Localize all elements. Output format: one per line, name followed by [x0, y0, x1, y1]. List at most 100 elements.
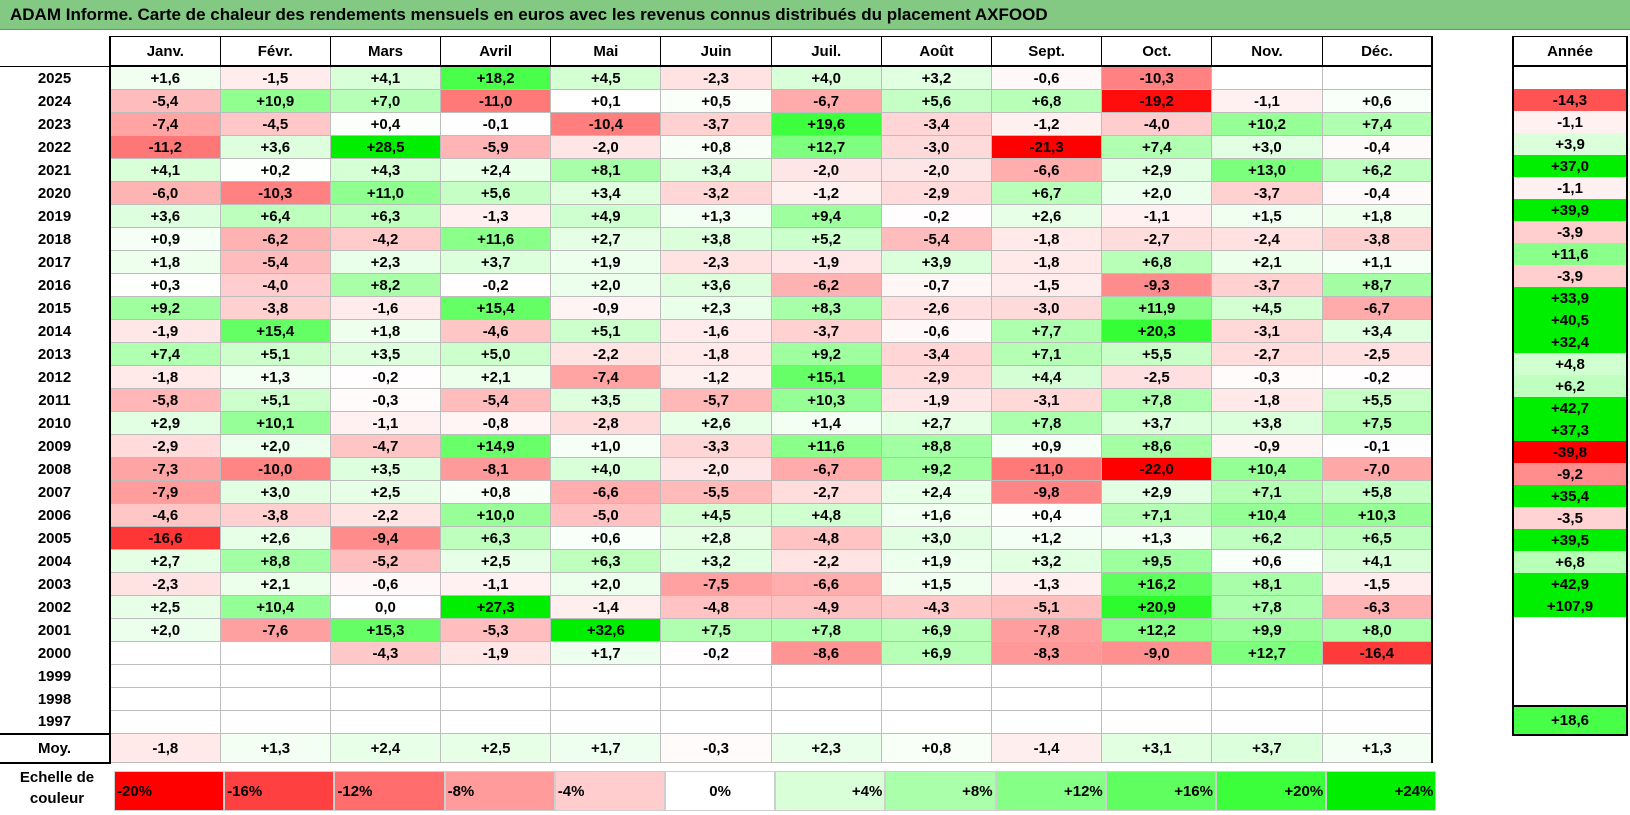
heatmap-cell: +10,3: [770, 388, 882, 412]
heatmap-cell: -1,6: [329, 296, 442, 320]
heatmap-cell: +2,7: [108, 549, 221, 573]
heatmap-cell: -3,0: [880, 135, 993, 159]
annual-cell: +42,7: [1512, 397, 1628, 419]
heatmap-cell: -0,4: [1321, 181, 1434, 205]
heatmap-cell: +3,6: [660, 273, 772, 297]
heatmap-cell: [770, 664, 882, 688]
average-cell: +2,4: [329, 733, 442, 763]
year-label: 2004: [37, 552, 72, 570]
heatmap-cell: [1211, 664, 1323, 688]
heatmap-cell: -4,3: [880, 595, 993, 619]
heatmap-cell: -4,7: [329, 434, 442, 458]
heatmap-cell: +19,6: [770, 112, 882, 136]
heatmap-cell: +2,3: [660, 296, 772, 320]
heatmap-cell: -2,7: [1101, 227, 1213, 251]
heatmap-cell: +20,3: [1101, 319, 1213, 343]
heatmap-cell: -6,3: [1321, 595, 1434, 619]
annual-cell: +35,4: [1512, 485, 1628, 507]
heatmap-cell: +4,9: [550, 204, 662, 228]
heatmap-cell: +10,0: [440, 503, 552, 527]
heatmap-cell: -4,0: [1101, 112, 1213, 136]
year-row: 2002 +2,5 +10,4 0,0 +27,3 -1,4 -4,8 -4,9 -4,3 -5,…: [0, 595, 1434, 619]
heatmap-cell: -2,0: [660, 457, 772, 481]
heatmap-cell: -0,7: [880, 273, 993, 297]
heatmap-cell: -0,2: [1321, 365, 1434, 389]
heatmap-cell: +0,8: [440, 480, 552, 504]
heatmap-cell: +3,8: [660, 227, 772, 251]
annual-cell: +37,0: [1512, 155, 1628, 177]
heatmap-cell: -6,7: [1321, 296, 1434, 320]
heatmap-cell: -1,5: [1321, 572, 1434, 596]
heatmap-cell: -1,3: [440, 204, 552, 228]
heatmap-cell: [1321, 65, 1434, 90]
heatmap-cell: -9,8: [990, 480, 1103, 504]
heatmap-cell: [440, 664, 552, 688]
year-label: 2020: [37, 184, 72, 202]
heatmap-cell: +0,8: [660, 135, 772, 159]
average-cell: +0,8: [880, 733, 993, 763]
year-label: 2000: [37, 644, 72, 662]
heatmap-cell: [329, 687, 442, 711]
heatmap-cell: +7,8: [1101, 388, 1213, 412]
heatmap-cell: +3,7: [440, 250, 552, 274]
heatmap-cell: -0,2: [660, 641, 772, 665]
heatmap-cell: +6,8: [990, 89, 1103, 113]
heatmap-cell: +1,9: [880, 549, 993, 573]
year-label: 2024: [37, 92, 72, 110]
heatmap-cell: -3,4: [880, 342, 993, 366]
annual-cell: +42,9: [1512, 573, 1628, 595]
heatmap-cell: -4,9: [770, 595, 882, 619]
heatmap-cell: +0,6: [550, 526, 662, 550]
color-scale-step: +12%: [995, 771, 1106, 811]
annual-cell: +11,6: [1512, 243, 1628, 265]
heatmap-cell: +10,1: [219, 411, 331, 435]
heatmap-cell: +6,3: [329, 204, 442, 228]
heatmap-cell: +3,2: [880, 65, 993, 90]
heatmap-cell: +2,6: [660, 411, 772, 435]
average-cell: +1,3: [1321, 733, 1434, 763]
month-header: Mars: [329, 36, 442, 67]
heatmap-cell: +1,1: [1321, 250, 1434, 274]
heatmap-cell: -4,6: [440, 319, 552, 343]
heatmap-cell: +3,0: [880, 526, 993, 550]
heatmap-cell: +1,8: [1321, 204, 1434, 228]
heatmap-cell: +8,0: [1321, 618, 1434, 642]
heatmap-cell: -7,4: [550, 365, 662, 389]
heatmap-cell: [1101, 687, 1213, 711]
year-label: 2005: [37, 529, 72, 547]
color-scale-step: -16%: [224, 771, 335, 811]
heatmap-cell: [880, 664, 993, 688]
heatmap-cell: -7,5: [660, 572, 772, 596]
heatmap-cell: -2,4: [1211, 227, 1323, 251]
heatmap-cell: -10,3: [219, 181, 331, 205]
heatmap-cell: -1,4: [550, 595, 662, 619]
heatmap-cell: +3,0: [1211, 135, 1323, 159]
heatmap-cell: -1,9: [880, 388, 993, 412]
year-row: 2011 -5,8 +5,1 -0,3 -5,4 +3,5 -5,7 +10,3 -1,9 -3,…: [0, 388, 1434, 412]
heatmap-cell: [880, 710, 993, 734]
heatmap-cell: -5,4: [108, 89, 221, 113]
heatmap-cell: -5,0: [550, 503, 662, 527]
heatmap-cell: -3,0: [990, 296, 1103, 320]
month-header: Févr.: [219, 36, 331, 67]
heatmap-cell: [1211, 710, 1323, 734]
year-row: 2015 +9,2 -3,8 -1,6 +15,4 -0,9 +2,3 +8,3 -2,6 -3,…: [0, 296, 1434, 320]
heatmap-cell: +9,4: [770, 204, 882, 228]
heatmap-cell: +2,9: [1101, 480, 1213, 504]
heatmap-cell: +6,3: [440, 526, 552, 550]
color-scale-step: +8%: [885, 771, 996, 811]
heatmap-cell: -0,6: [880, 319, 993, 343]
heatmap-cell: [990, 687, 1103, 711]
heatmap-cell: -22,0: [1101, 457, 1213, 481]
year-label: 1999: [37, 667, 72, 685]
month-header: Janv.: [108, 36, 221, 67]
heatmap-cell: +5,1: [550, 319, 662, 343]
heatmap-cell: [660, 664, 772, 688]
heatmap-cell: -3,1: [1211, 319, 1323, 343]
heatmap-cell: -2,0: [770, 158, 882, 182]
year-row: 2010 +2,9 +10,1 -1,1 -0,8 -2,8 +2,6 +1,4 +2,7 +7,…: [0, 411, 1434, 435]
heatmap-cell: +5,1: [219, 388, 331, 412]
heatmap-cell: -1,8: [108, 365, 221, 389]
heatmap-cell: +3,9: [880, 250, 993, 274]
heatmap-cell: +6,8: [1101, 250, 1213, 274]
